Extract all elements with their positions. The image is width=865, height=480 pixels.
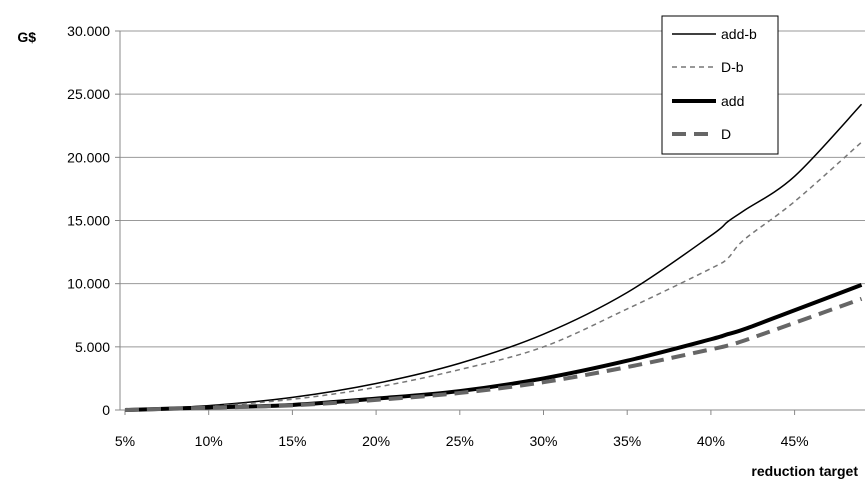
- series-line-d: [124, 296, 863, 412]
- y-tick-label: 0: [102, 402, 110, 418]
- y-tick-labels: 0 5.000 10.000 15.000 20.000 25.000 30.000: [67, 23, 120, 418]
- x-tick-labels: 5% 10% 15% 20% 25% 30% 35% 40% 45%: [115, 410, 809, 449]
- y-axis-title: G$: [17, 29, 36, 45]
- legend-label: D-b: [721, 59, 744, 75]
- x-tick-label: 25%: [446, 433, 474, 449]
- legend-label: add: [721, 93, 744, 109]
- series-line-add: [124, 283, 863, 412]
- series-line-d-b: [124, 141, 863, 411]
- x-tick-label: 30%: [529, 433, 557, 449]
- x-tick-label: 20%: [362, 433, 390, 449]
- x-tick-label: 40%: [697, 433, 725, 449]
- gridlines: [120, 30, 865, 348]
- x-tick-label: 35%: [613, 433, 641, 449]
- y-tick-label: 30.000: [67, 23, 110, 39]
- x-tick-label: 45%: [781, 433, 809, 449]
- y-tick-label: 10.000: [67, 276, 110, 292]
- x-axis-title: reduction target: [751, 463, 858, 479]
- x-tick-label: 10%: [195, 433, 223, 449]
- series-lines: [124, 103, 863, 412]
- y-tick-label: 25.000: [67, 86, 110, 102]
- y-tick-label: 20.000: [67, 149, 110, 165]
- x-tick-label: 5%: [115, 433, 135, 449]
- legend-label: D: [721, 126, 731, 142]
- legend: add-b D-b add D: [661, 15, 779, 155]
- y-tick-label: 5.000: [75, 339, 110, 355]
- series-line-add-b: [124, 103, 863, 411]
- legend-box: [661, 15, 779, 155]
- x-tick-label: 15%: [278, 433, 306, 449]
- legend-label: add-b: [721, 26, 757, 42]
- y-tick-label: 15.000: [67, 213, 110, 229]
